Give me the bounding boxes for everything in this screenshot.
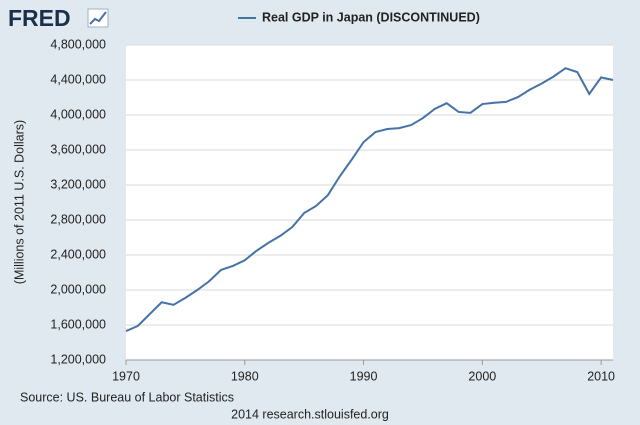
y-tick-label: 2,800,000 [50, 212, 106, 226]
y-tick-label: 1,200,000 [50, 352, 106, 366]
y-tick-label: 4,400,000 [50, 72, 106, 86]
x-tick-label: 2010 [587, 369, 615, 383]
x-tick-label: 1990 [350, 369, 378, 383]
y-tick-label: 3,600,000 [50, 142, 106, 156]
y-tick-label: 3,200,000 [50, 177, 106, 191]
logo-icon [87, 8, 109, 28]
data-line [125, 67, 614, 333]
y-axis-label: (Millions of 2011 U.S. Dollars) [12, 120, 26, 284]
y-tick-label: 2,400,000 [50, 247, 106, 261]
x-tick-label: 2000 [468, 369, 496, 383]
y-tick-label: 4,800,000 [50, 37, 106, 51]
footer: 2014 research.stlouisfed.org [231, 407, 389, 421]
logo: FRED [8, 5, 71, 31]
y-tick-label: 2,000,000 [50, 282, 106, 296]
x-tick-label: 1970 [112, 369, 140, 383]
plot-area [126, 45, 613, 360]
source: Source: US. Bureau of Labor Statistics [20, 390, 234, 404]
y-tick-label: 4,000,000 [50, 107, 106, 121]
x-tick-label: 1980 [231, 369, 259, 383]
legend-label: Real GDP in Japan (DISCONTINUED) [262, 10, 480, 24]
y-tick-label: 1,600,000 [50, 317, 106, 331]
